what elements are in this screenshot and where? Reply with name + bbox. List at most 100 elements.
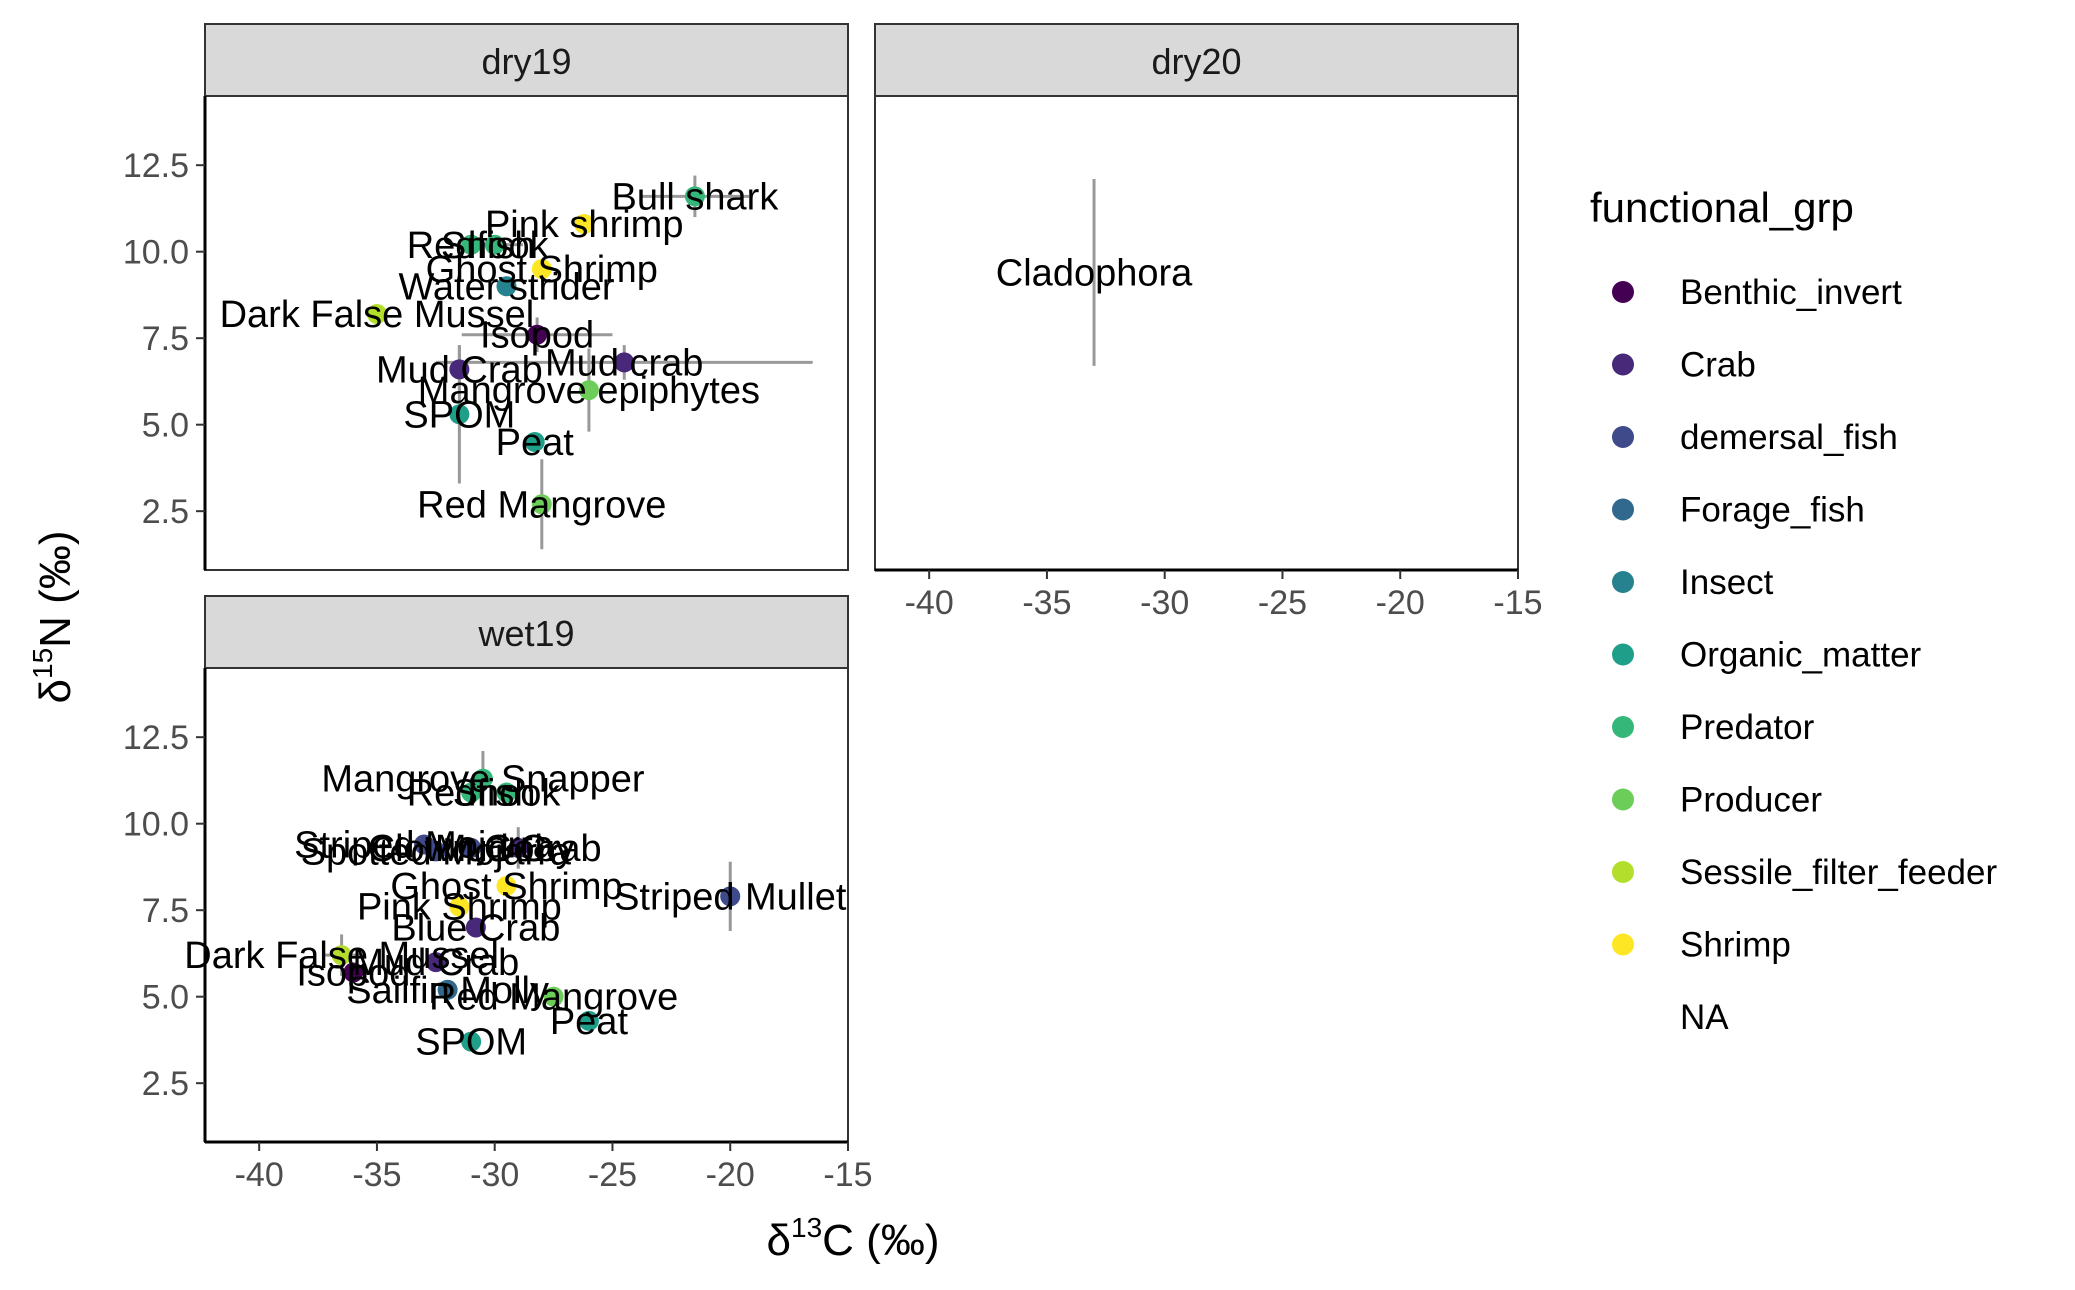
point-label: Redfish <box>407 225 536 267</box>
x-tick-label: -25 <box>588 1156 637 1194</box>
x-tick-label: -15 <box>1493 584 1542 622</box>
point-label: Dark False Mussel <box>220 294 535 336</box>
data-point <box>461 782 482 803</box>
data-point <box>508 837 529 858</box>
data-point <box>496 875 517 896</box>
data-point <box>527 324 548 345</box>
legend-key <box>1612 571 1634 593</box>
point-label: Spotted Mojarra <box>301 831 572 873</box>
x-axis-title: δ13C (‰) <box>767 1212 940 1265</box>
point-label: Pink shrimp <box>485 204 684 246</box>
facet-panel-wet19: wet19 2.5 5.0 7.5 10.0 12.5 -40 -35 -30 -25 -20 -15… <box>123 595 873 1194</box>
x-tick-label: -25 <box>1258 584 1307 622</box>
data-point <box>578 1010 599 1031</box>
data-point <box>531 258 552 279</box>
y-tick-label: 2.5 <box>142 1065 189 1103</box>
data-point <box>543 986 564 1007</box>
point-label: Water strider <box>398 266 614 308</box>
point-label: Striped Mojarra <box>294 824 555 866</box>
data-point <box>449 404 470 425</box>
y-tick-label: 10.0 <box>123 806 189 844</box>
point-label: Ghost Shrimp <box>390 866 622 908</box>
legend-label: Crab <box>1680 346 1756 385</box>
axis-titles: δ13C (‰) δ15N (‰) <box>27 531 939 1265</box>
point-label: Mud Crab <box>352 942 519 984</box>
y-tick-label: 2.5 <box>142 493 189 531</box>
point-label: Clown Goby <box>368 828 575 870</box>
data-point <box>461 234 482 255</box>
legend-label: Producer <box>1680 781 1822 820</box>
legend-key <box>1612 716 1634 738</box>
legend-key <box>1612 933 1634 956</box>
point-label: Blue Crab <box>391 907 560 949</box>
legend-key <box>1612 788 1634 811</box>
x-tick-label: -20 <box>706 1156 755 1194</box>
point-label: Isopod <box>480 315 594 357</box>
data-point <box>425 841 446 862</box>
y-tick-label: 10.0 <box>123 234 189 272</box>
legend-key <box>1612 353 1634 376</box>
legend-label: NA <box>1680 998 1729 1037</box>
point-label: SPOM <box>415 1022 527 1064</box>
x-tick-label: -30 <box>1140 584 1189 622</box>
point-label: Snook <box>453 773 562 815</box>
facet-strip <box>874 23 1519 97</box>
point-label: Mud Crab <box>376 349 543 391</box>
point-label: Bull shark <box>611 176 779 218</box>
x-tick-label: -35 <box>352 1156 401 1194</box>
data-point <box>449 359 470 380</box>
legend-label: demersal_fish <box>1680 418 1898 457</box>
data-point <box>331 945 352 966</box>
x-tick-label: -30 <box>470 1156 519 1194</box>
point-label: SPOM <box>403 394 515 436</box>
point-label: Red Mangrove <box>417 484 666 526</box>
point-label: Cladophora <box>996 252 1193 294</box>
y-tick-label: 5.0 <box>142 979 189 1017</box>
legend-key <box>1612 498 1634 521</box>
point-label: Pink Shrimp <box>357 887 562 929</box>
data-point <box>461 837 482 858</box>
legend-title: functional_grp <box>1590 184 1854 231</box>
legend-key <box>1612 281 1634 303</box>
legend: functional_grp Benthic_invert Crab demersa… <box>1590 184 1997 1037</box>
data-point <box>531 494 552 515</box>
facet-strip-label: dry19 <box>481 41 571 82</box>
point-label: Mangrove Snapper <box>321 759 645 801</box>
point-label: Dark False Mussel <box>184 935 499 977</box>
x-tick-label: -40 <box>235 1156 284 1194</box>
legend-label: Predator <box>1680 708 1815 747</box>
facet-panel-dry20: dry20 -40 -35 -30 -25 -20 -15 Cladophora <box>874 23 1543 622</box>
point-label: Redfish <box>407 773 536 815</box>
data-point <box>472 768 493 789</box>
point-label: Striped Mullet <box>614 876 847 918</box>
facet-strip-label: wet19 <box>477 613 574 654</box>
legend-label: Forage_fish <box>1680 491 1865 530</box>
x-tick-label: -40 <box>905 584 954 622</box>
data-point <box>614 352 635 373</box>
data-point <box>449 896 470 917</box>
y-tick-label: 12.5 <box>123 719 189 757</box>
legend-label: Insect <box>1680 563 1774 602</box>
point-label: Red Mangrove <box>429 977 678 1019</box>
legend-label: Shrimp <box>1680 926 1791 965</box>
data-point <box>578 380 599 401</box>
x-tick-label: -35 <box>1022 584 1071 622</box>
legend-label: Sessile_filter_feeder <box>1680 853 1997 892</box>
y-tick-label: 12.5 <box>123 147 189 185</box>
data-point <box>425 952 446 973</box>
point-label: Ghost Shrimp <box>426 249 658 291</box>
point-label: Sailfin Molly <box>346 970 549 1012</box>
facet-strip-label: dry20 <box>1151 41 1241 82</box>
y-axis-title: δ15N (‰) <box>27 531 80 704</box>
legend-key <box>1612 643 1634 666</box>
legend-label: Organic_matter <box>1680 636 1922 675</box>
panel-plot-area <box>204 95 849 571</box>
legend-label: Benthic_invert <box>1680 273 1902 312</box>
point-label: Mud crab <box>545 342 703 384</box>
facet-strip <box>204 595 849 669</box>
x-tick-label: -20 <box>1376 584 1425 622</box>
panel-plot-area <box>204 667 849 1143</box>
